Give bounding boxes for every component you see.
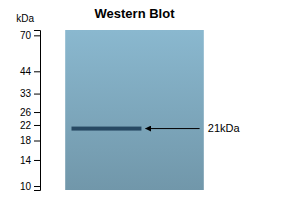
chart-container: 21kDa kDa Western Blot 70 44 33 26 22 18 14 10 <box>0 0 300 200</box>
texts: 21kDa kDa Western Blot <box>16 6 240 134</box>
y-axis-line <box>34 31 41 191</box>
y-tick-label: 44 <box>20 66 32 77</box>
y-tick-mark <box>34 71 40 72</box>
y-tick: 10 <box>20 181 40 192</box>
marks <box>65 30 204 190</box>
y-tick-mark <box>34 35 40 36</box>
y-label: kDa <box>16 13 34 24</box>
y-tick-mark <box>34 125 40 126</box>
y-tick-mark <box>34 94 40 95</box>
y-tick: 70 <box>20 30 40 41</box>
y-tick-mark <box>34 160 40 161</box>
y-tick-label: 33 <box>20 88 32 99</box>
y-tick: 22 <box>20 120 40 131</box>
y-tick: 33 <box>20 88 40 99</box>
y-tick-mark <box>34 141 40 142</box>
y-tick: 14 <box>20 155 40 166</box>
y-tick-label: 18 <box>20 135 32 146</box>
y-tick: 26 <box>20 107 40 118</box>
y-tick-label: 26 <box>20 107 32 118</box>
y-tick-label: 70 <box>20 30 32 41</box>
y-tick-label: 14 <box>20 155 32 166</box>
y-tick: 44 <box>20 66 40 77</box>
plot-area: 21kDa kDa Western Blot 70 44 33 26 22 18 14 10 <box>16 6 240 192</box>
y-tick-mark <box>34 186 40 187</box>
data-label: 21kDa <box>208 122 241 134</box>
y-tick-label: 22 <box>20 120 32 131</box>
y-axis: 70 44 33 26 22 18 14 10 <box>20 30 41 192</box>
gel-lane <box>65 30 204 190</box>
y-tick-label: 10 <box>20 181 32 192</box>
title: Western Blot <box>95 6 176 21</box>
annotation-arrow <box>146 128 200 129</box>
chart-svg: 21kDa kDa Western Blot 70 44 33 26 22 18 14 10 <box>0 0 300 200</box>
y-tick-mark <box>34 112 40 113</box>
band <box>72 127 142 131</box>
y-tick: 18 <box>20 135 40 146</box>
